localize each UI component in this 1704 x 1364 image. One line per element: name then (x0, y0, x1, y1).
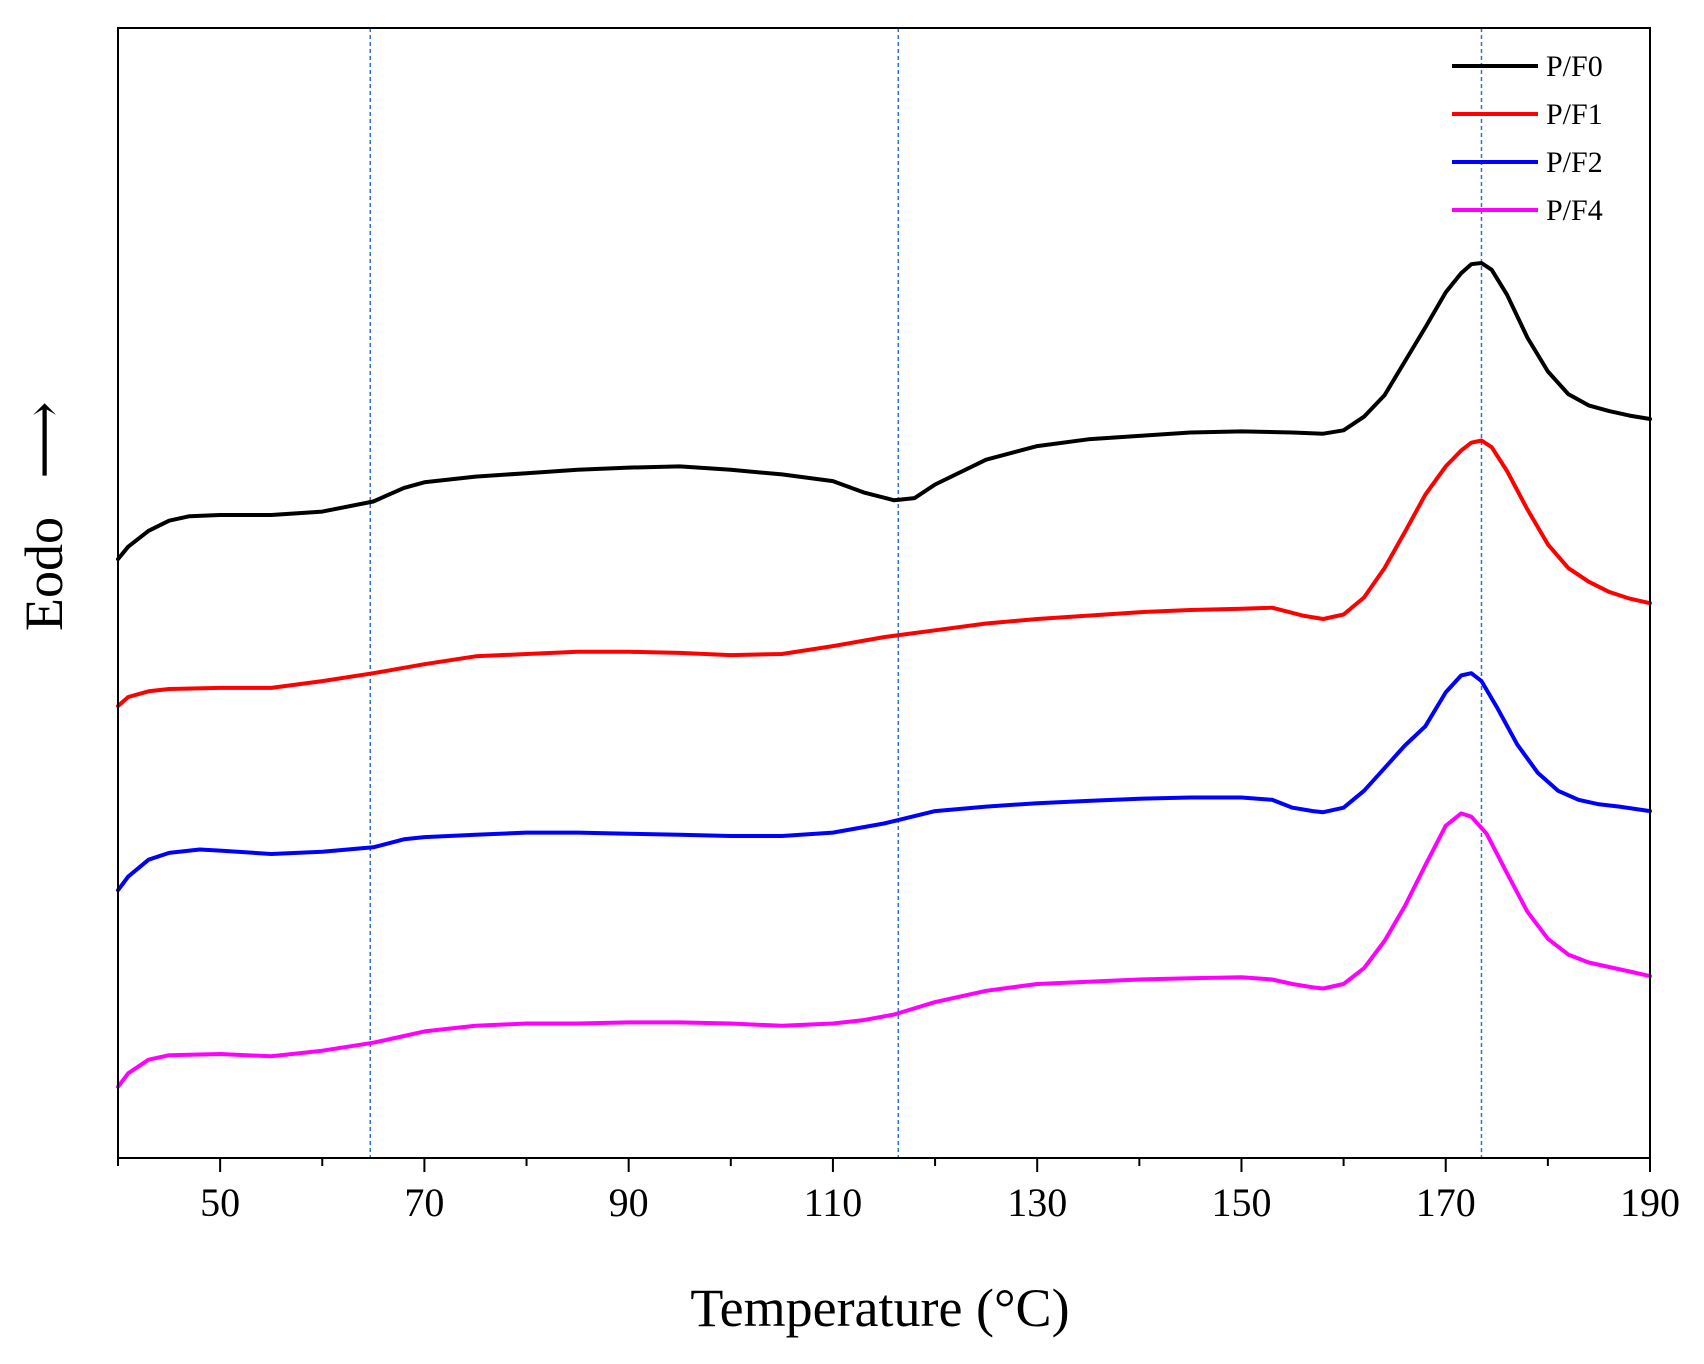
legend-label-p-f4: P/F4 (1546, 194, 1603, 227)
y-axis-title: Eodo (14, 517, 74, 631)
series-lines (116, 261, 1652, 1089)
series-line-p-f0 (116, 261, 1652, 562)
series-line-p-f2 (116, 671, 1652, 893)
x-tick-label: 70 (404, 1180, 444, 1225)
series-line-p-f1 (116, 438, 1652, 708)
legend: P/F0 P/F1 P/F2 P/F4 (1452, 50, 1603, 227)
x-tick-label: 110 (804, 1180, 863, 1225)
y-axis-title-group: Eodo ⟶ (14, 401, 74, 631)
x-tick-label: 90 (609, 1180, 649, 1225)
legend-label-p-f0: P/F0 (1546, 50, 1603, 83)
legend-label-p-f2: P/F2 (1546, 146, 1603, 179)
x-tick-label: 130 (1007, 1180, 1067, 1225)
x-tick-label: 190 (1620, 1180, 1680, 1225)
x-axis-title: Temperature (°C) (690, 1278, 1069, 1338)
plot-frame (117, 27, 1651, 1159)
x-tick-label: 50 (200, 1180, 240, 1225)
x-axis-ticks: 50 70 90 110 130 150 170 190 (117, 1158, 1680, 1225)
reference-lines (369, 28, 1483, 1158)
x-tick-label: 170 (1416, 1180, 1476, 1225)
legend-label-p-f1: P/F1 (1546, 98, 1603, 131)
series-line-p-f4 (116, 811, 1652, 1089)
x-tick-label: 150 (1211, 1180, 1271, 1225)
y-axis-arrow-icon: ⟶ (14, 401, 74, 478)
